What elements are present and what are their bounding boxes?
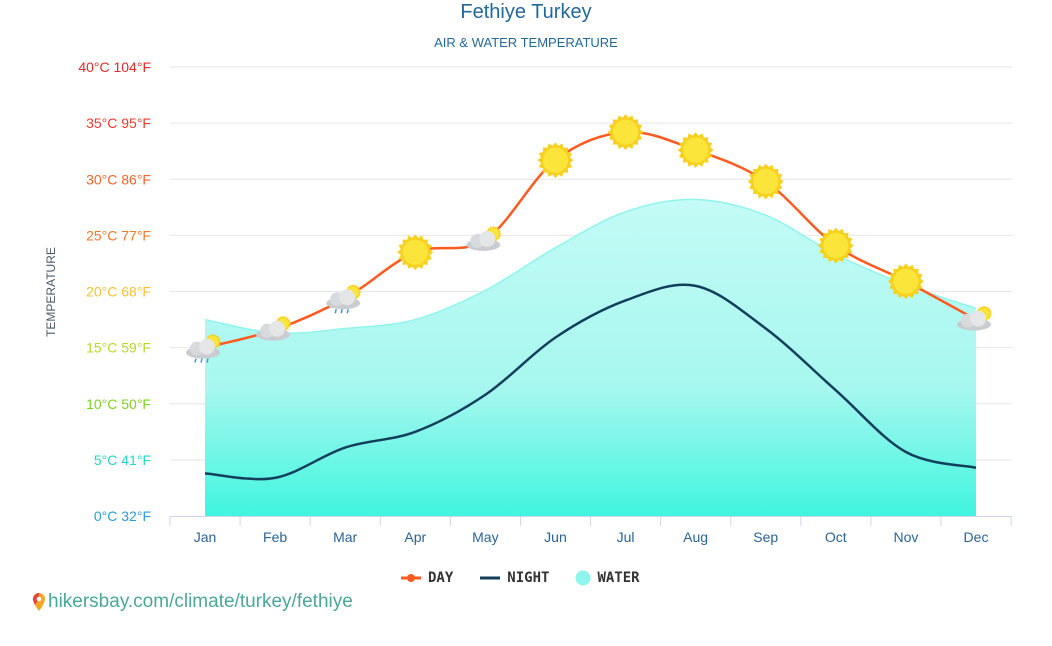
y-tick-label: 0°C 32°F [94, 508, 151, 524]
sun-disc [683, 137, 709, 163]
water-area [205, 199, 976, 516]
sun-icon [747, 163, 784, 200]
rain-drop [334, 309, 337, 314]
x-tick-label: Sep [753, 529, 778, 545]
source-text: hikersbay.com/climate/turkey/fethiye [48, 591, 353, 612]
cloud-part [970, 310, 986, 327]
x-tick-label: May [472, 529, 498, 545]
x-tick-label: Feb [263, 529, 287, 545]
x-tick-label: Jul [617, 529, 635, 545]
legend-water-label: WATER [597, 570, 640, 586]
x-tick-label: Dec [964, 529, 989, 545]
x-tick-label: Oct [825, 529, 847, 545]
y-tick-label: 35°C 95°F [86, 115, 151, 131]
cloud-rain-sun-icon [326, 284, 362, 314]
sun-icon [677, 132, 714, 169]
rain-drop [206, 358, 209, 363]
y-tick-label: 5°C 41°F [94, 452, 151, 468]
chart-title: Fethiye Turkey [460, 1, 592, 23]
y-tick-label: 40°C 104°F [78, 59, 151, 75]
legend-day[interactable]: DAY [400, 570, 453, 586]
x-tick-label: Jun [544, 529, 567, 545]
night-line [204, 283, 977, 481]
sun-disc [893, 268, 919, 294]
sun-icon [607, 114, 644, 151]
sun-icon [887, 263, 924, 300]
rain-drop [346, 309, 349, 314]
legend-water[interactable]: WATER [575, 570, 640, 586]
chart-subtitle: AIR & WATER TEMPERATURE [434, 35, 618, 50]
sun-disc [612, 119, 639, 145]
y-tick-label: 30°C 86°F [86, 171, 151, 187]
cloud-sun-icon [957, 305, 992, 331]
day-line-icon [401, 574, 421, 582]
sun-icon [817, 227, 854, 264]
x-tick-label: Aug [683, 529, 708, 545]
source-link[interactable]: hikersbay.com/climate/turkey/fethiye [32, 591, 353, 613]
sun-icon [397, 234, 434, 271]
cloud-sun-icon [466, 225, 502, 251]
rain-drop [340, 309, 343, 314]
legend-day-label: DAY [428, 570, 454, 586]
y-tick-label: 15°C 59°F [86, 340, 151, 356]
y-axis-label: TEMPERATURE [44, 247, 58, 337]
legend-night[interactable]: NIGHT [479, 570, 549, 586]
x-tick-label: Jan [194, 529, 217, 545]
cloud-sun-icon [256, 315, 292, 341]
rain-drop [200, 358, 203, 363]
rain-drop [194, 358, 197, 363]
sun-disc [542, 147, 569, 173]
water-dot-icon [575, 570, 591, 586]
y-tick-label: 10°C 50°F [86, 396, 151, 412]
y-tick-label: 25°C 77°F [86, 227, 151, 243]
legend-night-label: NIGHT [507, 570, 550, 586]
cloud-rain-sun-icon [186, 333, 221, 363]
cloud-part [199, 338, 215, 355]
y-tick-label: 20°C 68°F [86, 284, 151, 300]
legend: DAY NIGHT WATER [400, 570, 640, 586]
sun-disc [753, 168, 779, 195]
x-tick-label: Apr [404, 529, 426, 545]
x-tick-label: Mar [333, 529, 357, 545]
sun-icon [537, 142, 574, 179]
cloud-part [339, 289, 356, 306]
night-line-icon [480, 576, 501, 580]
sun-disc [402, 239, 428, 265]
cloud-part [479, 230, 496, 247]
x-tick-label: Nov [893, 529, 918, 545]
cloud-part [269, 320, 286, 337]
map-pin-icon [33, 593, 45, 611]
sun-disc [823, 232, 849, 259]
